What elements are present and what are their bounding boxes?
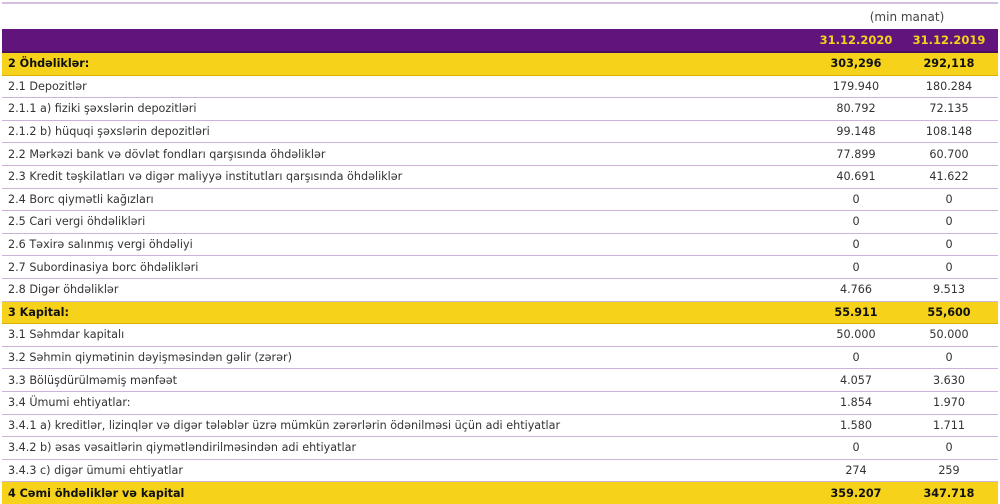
- row-label: 3 Kapital:: [2, 301, 812, 325]
- value-2019: 3.630: [900, 368, 998, 392]
- row-label: 2.2 Mərkəzi bank və dövlət fondları qarş…: [2, 142, 812, 166]
- column-header-2020: 31.12.2020: [812, 29, 900, 53]
- value-2020: 4.766: [812, 278, 900, 302]
- table-row: 2.4 Borc qiymətli kağızları 0 0: [2, 188, 998, 212]
- value-2019: 60.700: [900, 142, 998, 166]
- section-row: 2 Öhdəliklər: 303,296 292,118: [2, 52, 998, 76]
- table-row: 3.4 Ümumi ehtiyatlar: 1.854 1.970: [2, 391, 998, 415]
- value-2019: 347.718: [900, 481, 998, 504]
- value-2020: 80.792: [812, 97, 900, 121]
- value-2020: 77.899: [812, 142, 900, 166]
- table-row: 3.4.2 b) əsas vəsaitlərin qiymətləndiril…: [2, 436, 998, 460]
- value-2020: 99.148: [812, 120, 900, 144]
- row-label: 2.7 Subordinasiya borc öhdəlikləri: [2, 255, 812, 279]
- value-2020: 0: [812, 210, 900, 234]
- value-2019: 108.148: [900, 120, 998, 144]
- unit-label: (min manat): [869, 10, 945, 24]
- value-2020: 55.911: [812, 301, 900, 325]
- value-2020: 0: [812, 346, 900, 370]
- row-label: 2.4 Borc qiymətli kağızları: [2, 188, 812, 212]
- value-2019: 41.622: [900, 165, 998, 189]
- table-header: 31.12.2020 31.12.2019: [2, 29, 998, 53]
- value-2019: 292,118: [900, 52, 998, 76]
- table-row: 2.5 Cari vergi öhdəlikləri 0 0: [2, 210, 998, 234]
- value-2019: 0: [900, 255, 998, 279]
- table-row: 3.4.3 c) digər ümumi ehtiyatlar 274 259: [2, 459, 998, 483]
- table-row: 2.2 Mərkəzi bank və dövlət fondları qarş…: [2, 142, 998, 166]
- value-2019: 72.135: [900, 97, 998, 121]
- value-2020: 0: [812, 436, 900, 460]
- value-2020: 303,296: [812, 52, 900, 76]
- value-2019: 0: [900, 188, 998, 212]
- section-row: 4 Cəmi öhdəliklər və kapital 359.207 347.7…: [2, 481, 998, 504]
- row-label: 2.3 Kredit təşkilatları və digər maliyyə…: [2, 165, 812, 189]
- row-label: 3.1 Səhmdar kapitalı: [2, 323, 812, 347]
- value-2020: 0: [812, 255, 900, 279]
- value-2019: 1.970: [900, 391, 998, 415]
- value-2019: 180.284: [900, 75, 998, 99]
- liabilities-table: 31.12.2020 31.12.2019 2 Öhdəliklər: 303,2…: [2, 29, 998, 504]
- table-row: 3.1 Səhmdar kapitalı 50.000 50.000: [2, 323, 998, 347]
- row-label: 2.1 Depozitlər: [2, 75, 812, 99]
- value-2019: 0: [900, 233, 998, 257]
- value-2020: 4.057: [812, 368, 900, 392]
- value-2019: 1.711: [900, 414, 998, 438]
- column-header-2019: 31.12.2019: [900, 29, 998, 53]
- row-label: 2.6 Təxirə salınmış vergi öhdəliyi: [2, 233, 812, 257]
- row-label: 2.5 Cari vergi öhdəlikləri: [2, 210, 812, 234]
- row-label: 3.4.2 b) əsas vəsaitlərin qiymətləndiril…: [2, 436, 812, 460]
- value-2020: 274: [812, 459, 900, 483]
- value-2020: 179.940: [812, 75, 900, 99]
- row-label: 2.8 Digər öhdəliklər: [2, 278, 812, 302]
- row-label: 2.1.2 b) hüquqi şəxslərin depozitləri: [2, 120, 812, 144]
- value-2020: 40.691: [812, 165, 900, 189]
- row-label: 4 Cəmi öhdəliklər və kapital: [2, 481, 812, 504]
- value-2019: 0: [900, 210, 998, 234]
- value-2019: 55,600: [900, 301, 998, 325]
- table-row: 2.1.2 b) hüquqi şəxslərin depozitləri 99.…: [2, 120, 998, 144]
- value-2020: 1.854: [812, 391, 900, 415]
- value-2019: 0: [900, 346, 998, 370]
- value-2020: 0: [812, 188, 900, 212]
- table-row: 3.3 Bölüşdürülməmiş mənfəət 4.057 3.630: [2, 368, 998, 392]
- value-2020: 359.207: [812, 481, 900, 504]
- row-label: 3.4.1 a) kreditlər, lizinqlər və digər t…: [2, 414, 812, 438]
- value-2020: 1.580: [812, 414, 900, 438]
- value-2019: 259: [900, 459, 998, 483]
- row-label: 3.2 Səhmin qiymətinin dəyişməsindən gəli…: [2, 346, 812, 370]
- value-2020: 50.000: [812, 323, 900, 347]
- table-row: 2.7 Subordinasiya borc öhdəlikləri 0 0: [2, 255, 998, 279]
- row-label: 3.3 Bölüşdürülməmiş mənfəət: [2, 368, 812, 392]
- value-2019: 9.513: [900, 278, 998, 302]
- table-row: 3.2 Səhmin qiymətinin dəyişməsindən gəli…: [2, 346, 998, 370]
- table-row: 2.8 Digər öhdəliklər 4.766 9.513: [2, 278, 998, 302]
- header-blank: [2, 29, 812, 53]
- top-divider: [2, 2, 998, 4]
- row-label: 2.1.1 a) fiziki şəxslərin depozitləri: [2, 97, 812, 121]
- row-label: 3.4 Ümumi ehtiyatlar:: [2, 391, 812, 415]
- value-2019: 0: [900, 436, 998, 460]
- row-label: 2 Öhdəliklər:: [2, 52, 812, 76]
- table-row: 3.4.1 a) kreditlər, lizinqlər və digər t…: [2, 414, 998, 438]
- row-label: 3.4.3 c) digər ümumi ehtiyatlar: [2, 459, 812, 483]
- table-row: 2.1 Depozitlər 179.940 180.284: [2, 75, 998, 99]
- section-row: 3 Kapital: 55.911 55,600: [2, 301, 998, 325]
- table-row: 2.6 Təxirə salınmış vergi öhdəliyi 0 0: [2, 233, 998, 257]
- value-2019: 50.000: [900, 323, 998, 347]
- table-row: 2.3 Kredit təşkilatları və digər maliyyə…: [2, 165, 998, 189]
- table-row: 2.1.1 a) fiziki şəxslərin depozitləri 80.…: [2, 97, 998, 121]
- value-2020: 0: [812, 233, 900, 257]
